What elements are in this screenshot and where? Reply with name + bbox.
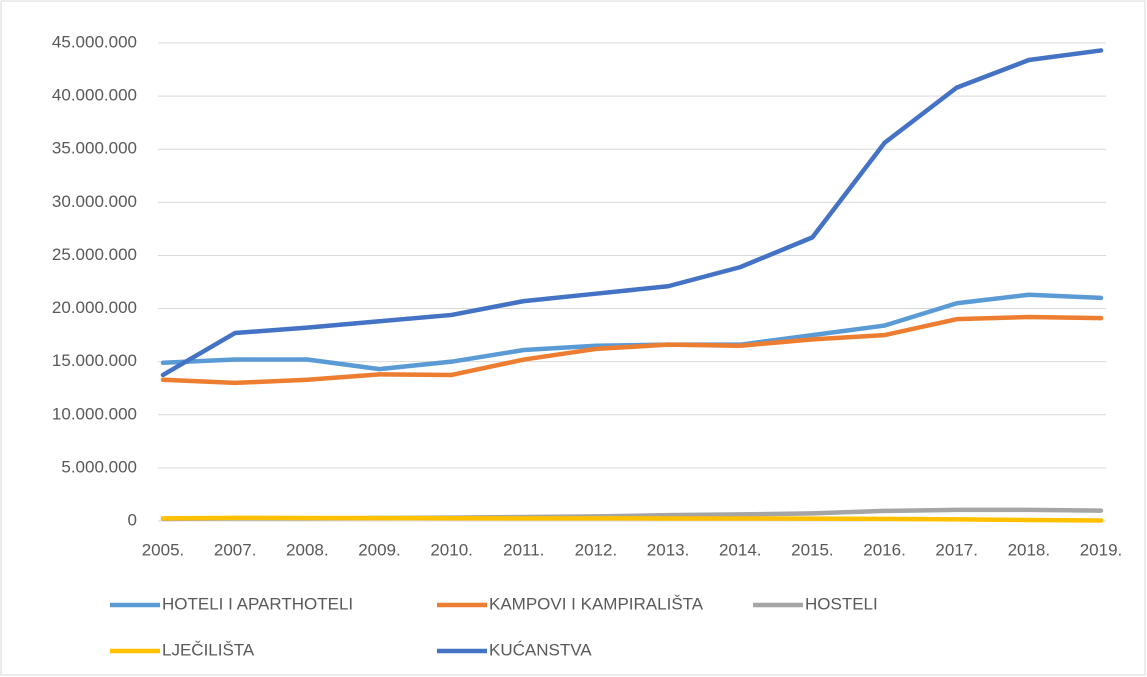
x-tick-label: 2016. [863, 540, 906, 559]
y-tick-label: 20.000.000 [52, 298, 137, 317]
legend-label: LJEČILIŠTA [162, 640, 255, 659]
y-tick-label: 15.000.000 [52, 351, 137, 370]
legend-label: HOSTELI [805, 594, 878, 613]
x-tick-label: 2009. [358, 540, 401, 559]
y-tick-label: 0 [128, 510, 137, 529]
legend-label: HOTELI I APARTHOTELI [162, 594, 353, 613]
x-tick-label: 2008. [286, 540, 329, 559]
x-tick-label: 2007. [214, 540, 257, 559]
y-tick-label: 45.000.000 [52, 32, 137, 51]
x-tick-label: 2005. [142, 540, 185, 559]
y-tick-label: 35.000.000 [52, 139, 137, 158]
y-tick-label: 40.000.000 [52, 86, 137, 105]
y-tick-label: 25.000.000 [52, 245, 137, 264]
x-tick-label: 2014. [719, 540, 762, 559]
x-tick-label: 2018. [1008, 540, 1051, 559]
y-tick-label: 30.000.000 [52, 192, 137, 211]
series-line [160, 515, 1104, 523]
legend-label: KUĆANSTVA [489, 640, 592, 659]
x-tick-label: 2010. [430, 540, 473, 559]
x-tick-label: 2017. [935, 540, 978, 559]
y-tick-label: 10.000.000 [52, 404, 137, 423]
x-tick-label: 2015. [791, 540, 834, 559]
series-line [160, 48, 1104, 378]
x-tick-label: 2011. [503, 540, 544, 559]
x-tick-label: 2013. [647, 540, 690, 559]
y-tick-label: 5.000.000 [61, 457, 137, 476]
x-tick-label: 2019. [1080, 540, 1123, 559]
legend-label: KAMPOVI I KAMPIRALIŠTA [489, 594, 704, 613]
series-line [160, 314, 1104, 386]
x-tick-label: 2012. [575, 540, 618, 559]
